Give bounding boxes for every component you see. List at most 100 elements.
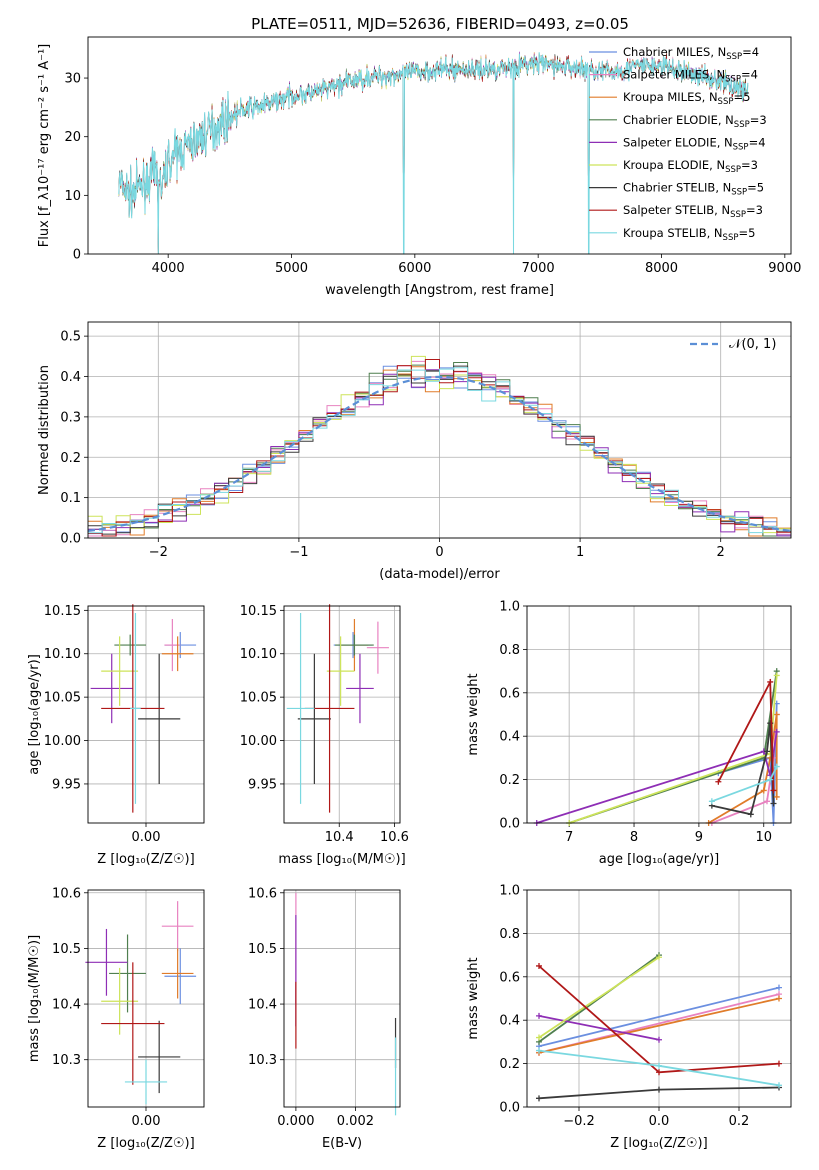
y-tick-label: 0.8 <box>499 643 520 658</box>
x-tick-label: 7 <box>565 830 573 845</box>
histogram-series-9 <box>88 367 791 534</box>
axes-frame <box>87 36 792 255</box>
weight-marker <box>536 1034 542 1041</box>
y-tick-label: 1.0 <box>499 600 520 615</box>
x-tick-label: 9000 <box>768 261 801 276</box>
y-tick-label: 10.4 <box>248 998 277 1013</box>
x-tick-label: 4000 <box>152 261 185 276</box>
spectrum-line-5 <box>118 51 749 255</box>
weight-marker <box>767 776 774 783</box>
weight-marker <box>776 1082 782 1089</box>
x-tick-label: 10.4 <box>325 830 354 845</box>
spectrum-line-7 <box>118 53 749 255</box>
x-axis-label: Z [log₁₀(Z/Z☉)] <box>610 1136 707 1151</box>
x-tick-label: 7000 <box>522 261 555 276</box>
y-tick-label: 0.2 <box>60 451 81 466</box>
y-tick-label: 10.00 <box>240 734 277 749</box>
axes-frame <box>283 605 401 824</box>
x-tick-label: 0.2 <box>729 1114 750 1129</box>
x-tick-label: 0.0 <box>649 1114 670 1129</box>
x-tick-label: 2 <box>717 545 725 560</box>
y-tick-label: 1.0 <box>499 884 520 899</box>
spectrum-panel: 4000 5000 6000 7000 8000 9000 0 10 20 30 wavelengt… <box>37 36 801 298</box>
weight_vs_age-panel: 7 8 9 10 0.0 0.2 0.4 0.6 0.8 1.0 age [log₁₀(age/yr… <box>466 600 792 867</box>
x-tick-label: 0.000 <box>277 1114 314 1129</box>
axes-frame <box>526 605 792 824</box>
x-tick-label: 10 <box>755 830 772 845</box>
weight-marker <box>773 672 780 679</box>
x-tick-label: 8000 <box>645 261 678 276</box>
x-axis-label: age [log₁₀(age/yr)] <box>599 852 720 867</box>
weight-marker <box>536 1012 542 1019</box>
legend-entry: Chabrier ELODIE, NSSP=3 <box>623 113 767 130</box>
spectrum-line-3 <box>118 52 749 255</box>
x-axis-label: (data-model)/error <box>379 567 500 582</box>
spectrum-line-4 <box>118 53 749 255</box>
histogram-series-6 <box>88 355 791 534</box>
weight-marker <box>773 728 780 735</box>
y-axis-label: Normed distribution <box>37 365 52 495</box>
x-tick-label: 0.002 <box>337 1114 374 1129</box>
weight_vs_Z-panel: −0.2 0.0 0.2 0.0 0.2 0.4 0.6 0.8 1.0 Z [log₁₀(Z/Z… <box>466 884 792 1151</box>
weight-marker <box>773 711 780 718</box>
legend-entry: Salpeter STELIB, NSSP=3 <box>623 203 763 220</box>
weight-marker <box>773 793 780 800</box>
x-axis-label: wavelength [Angstrom, rest frame] <box>325 283 554 298</box>
y-tick-label: 9.95 <box>248 777 277 792</box>
y-axis-label: mass [log₁₀(M/M☉)] <box>27 935 42 1062</box>
weight-marker <box>708 798 715 805</box>
spectrum-line-8 <box>118 53 749 255</box>
weight-line-1 <box>538 986 780 1048</box>
weight-line-5 <box>538 1015 660 1041</box>
y-tick-label: 10.3 <box>52 1053 81 1068</box>
x-axis-label: Z [log₁₀(Z/Z☉)] <box>97 852 194 867</box>
x-tick-label: −2 <box>149 545 168 560</box>
legend-entry: Kroupa MILES, NSSP=5 <box>623 90 750 107</box>
y-tick-label: 10.00 <box>44 734 81 749</box>
axes-frame <box>87 321 792 539</box>
spectrum-line-2 <box>118 54 749 255</box>
y-tick-label: 10 <box>64 189 81 204</box>
legend-entry: Chabrier STELIB, NSSP=5 <box>623 181 764 198</box>
y-tick-label: 0 <box>73 248 81 263</box>
mass_vs_ebv-panel: 0.000 0.002 10.3 10.4 10.5 10.6 E(B-V) <box>248 886 401 1151</box>
y-tick-label: 0.4 <box>499 730 520 745</box>
legend-entry: Salpeter MILES, NSSP=4 <box>623 68 758 85</box>
weight-marker <box>656 1086 662 1093</box>
y-axis-label: Flux [f_λ10⁻¹⁷ erg cm⁻² s⁻¹ A⁻¹] <box>37 44 52 248</box>
x-tick-label: 10.6 <box>380 830 409 845</box>
weight-marker <box>715 778 722 785</box>
weight-line-3 <box>538 997 780 1054</box>
y-tick-label: 20 <box>64 130 81 145</box>
y-tick-label: 0.0 <box>499 817 520 832</box>
y-tick-label: 30 <box>64 72 81 87</box>
y-tick-label: 9.95 <box>52 777 81 792</box>
legend-entry: Kroupa STELIB, NSSP=5 <box>623 226 755 243</box>
x-tick-label: −1 <box>289 545 308 560</box>
normal-curve <box>87 375 792 532</box>
weight-marker <box>536 962 542 969</box>
y-tick-label: 10.10 <box>44 647 81 662</box>
axes-frame <box>87 605 205 824</box>
y-axis-label: mass weight <box>466 673 481 755</box>
y-axis-label: mass weight <box>466 957 481 1039</box>
x-tick-label: 0 <box>435 545 443 560</box>
weight-marker <box>764 798 770 805</box>
weight-marker <box>773 763 780 770</box>
y-tick-label: 10.6 <box>52 886 81 901</box>
weight-line-6 <box>538 956 660 1039</box>
y-axis-label: age [log₁₀(age/yr)] <box>27 654 42 775</box>
x-tick-label: 8 <box>630 830 638 845</box>
mass_vs_Z-panel: 0.00 10.3 10.4 10.5 10.6 Z [log₁₀(Z/Z☉)] mass … <box>27 886 205 1151</box>
y-tick-label: 10.5 <box>248 942 277 957</box>
legend-entry: Salpeter ELODIE, NSSP=4 <box>623 135 766 152</box>
axes-frame <box>283 889 401 1108</box>
y-tick-label: 10.6 <box>248 886 277 901</box>
y-tick-label: 10.10 <box>240 647 277 662</box>
y-tick-label: 10.4 <box>52 998 81 1013</box>
y-tick-label: 0.0 <box>499 1101 520 1116</box>
legend-entry: 𝒩(0, 1) <box>729 337 776 352</box>
y-tick-label: 10.05 <box>240 691 277 706</box>
legend-entry: Chabrier MILES, NSSP=4 <box>623 45 759 62</box>
